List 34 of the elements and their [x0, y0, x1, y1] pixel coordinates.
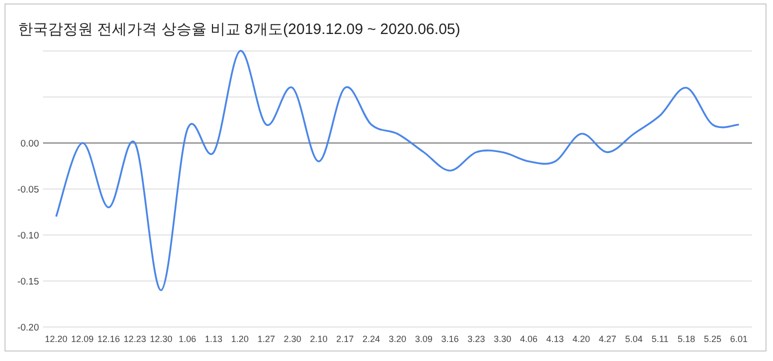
x-tick-label: 3.09 — [414, 334, 433, 344]
y-tick-label: -0.10 — [17, 230, 39, 242]
x-tick-label: 2.24 — [362, 334, 380, 344]
x-tick-label: 5.18 — [678, 334, 696, 344]
x-tick-label: 1.06 — [178, 334, 196, 344]
x-tick-label: 1.20 — [231, 334, 249, 344]
x-tick-label: 12.30 — [150, 334, 172, 344]
x-tick-label: 6.01 — [730, 334, 748, 344]
x-tick-label: 12.23 — [124, 334, 146, 344]
x-tick-label: 2.30 — [284, 334, 302, 344]
x-tick-label: 5.11 — [652, 334, 669, 344]
x-tick-label: 5.25 — [704, 334, 722, 344]
x-tick-label: 3.30 — [494, 334, 512, 344]
x-tick-label: 4.06 — [520, 334, 538, 344]
x-tick-label: 4.20 — [572, 334, 590, 344]
x-tick-label: 4.27 — [598, 334, 616, 344]
x-tick-label: 1.27 — [257, 334, 275, 344]
line-series — [55, 50, 740, 292]
x-tick-label: 3.23 — [468, 334, 486, 344]
chart-title: 한국감정원 전세가격 상승율 비교 8개도(2019.12.09 ~ 2020.06.05) — [18, 21, 460, 38]
y-tick-label: -0.05 — [17, 184, 39, 196]
x-tick-label: 3.20 — [388, 334, 406, 344]
x-tick-label: 3.16 — [441, 334, 459, 344]
x-tick-label: 2.17 — [336, 334, 354, 344]
x-tick-label: 12.16 — [97, 334, 120, 344]
x-tick-label: 2.10 — [310, 334, 328, 344]
x-tick-label: 12.20 — [44, 334, 68, 344]
y-tick-label: 0.00 — [20, 138, 39, 150]
x-tick-label: 1.13 — [204, 334, 222, 344]
x-tick-label: 5.04 — [625, 334, 643, 344]
y-tick-label: -0.15 — [17, 276, 39, 288]
y-tick-label: -0.20 — [17, 322, 39, 334]
x-tick-label: 4.13 — [546, 334, 564, 344]
x-tick-label: 12.09 — [71, 334, 94, 344]
